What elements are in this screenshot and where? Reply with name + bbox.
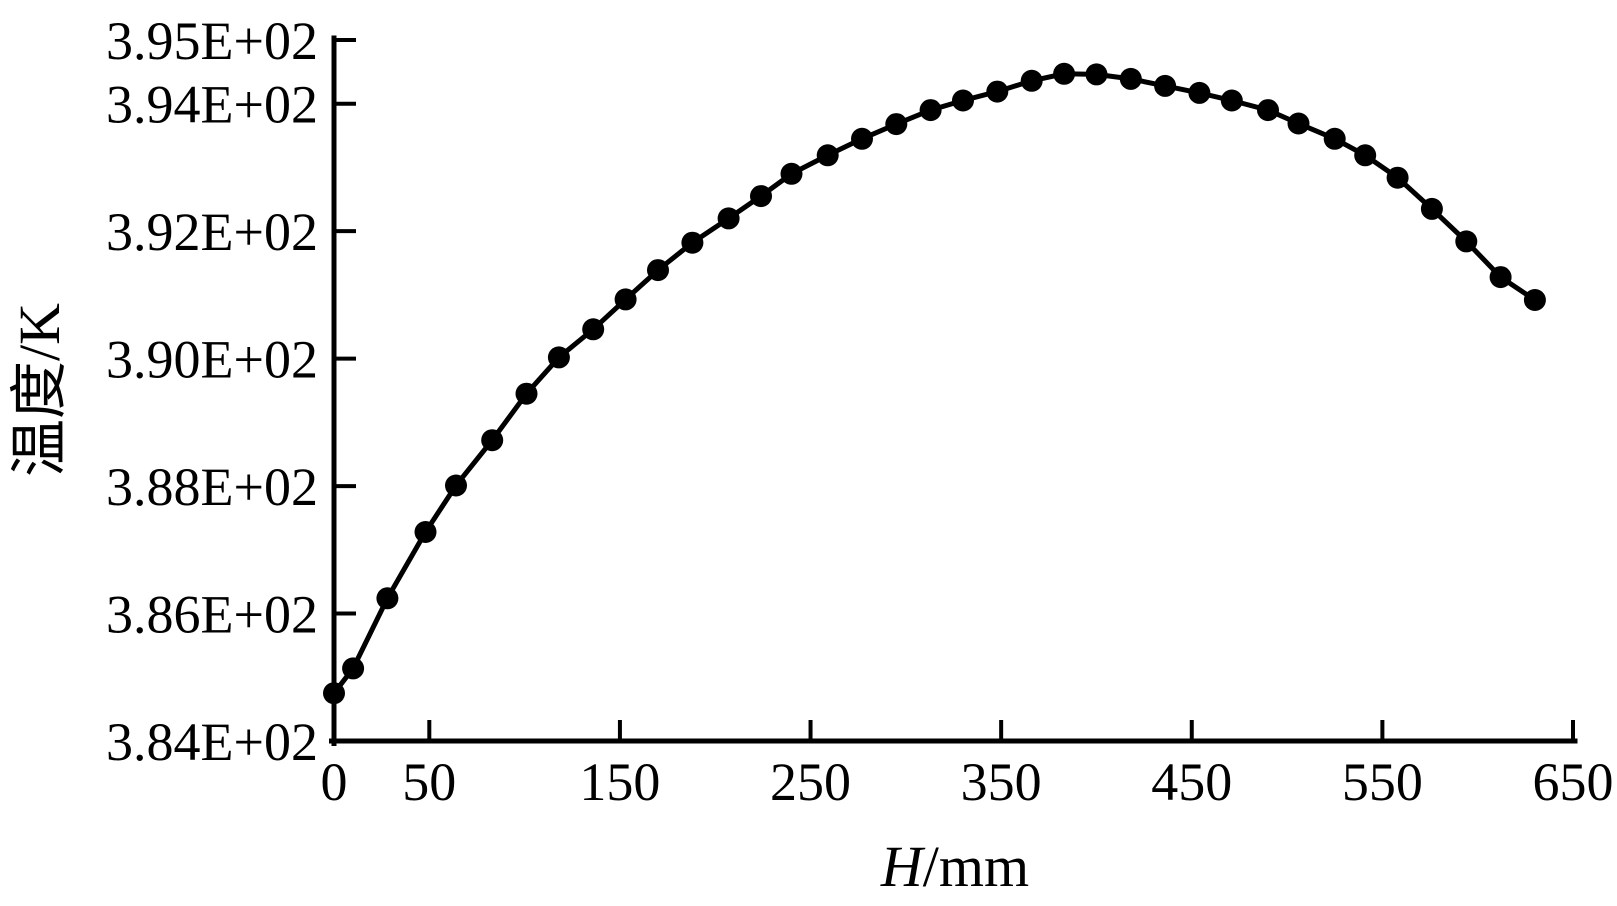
x-tick-label: 350 <box>961 752 1042 812</box>
data-point <box>780 162 803 185</box>
data-point <box>1489 266 1512 289</box>
data-point <box>582 318 605 341</box>
data-point <box>323 682 345 705</box>
data-point <box>647 259 669 282</box>
x-tick-label: 250 <box>770 752 851 812</box>
data-point <box>1386 166 1409 189</box>
x-tick-label: 650 <box>1533 752 1614 812</box>
series-line <box>332 71 1537 695</box>
data-point <box>885 113 908 136</box>
data-point <box>1420 197 1443 220</box>
x-tick-label: 150 <box>579 752 660 812</box>
data-point <box>952 89 974 112</box>
data-point <box>717 207 740 230</box>
data-point <box>547 346 570 369</box>
x-axis-title-unit: /mm <box>922 834 1030 899</box>
y-tick-label: 3.88E+02 <box>106 457 318 517</box>
data-point <box>919 99 942 122</box>
x-tick-label: 0 <box>321 752 348 812</box>
data-point <box>1085 63 1108 86</box>
data-point <box>1455 230 1478 253</box>
y-tick-label: 3.84E+02 <box>106 712 318 772</box>
x-axis-title: H/mm <box>881 838 1029 896</box>
data-point <box>1523 289 1546 311</box>
data-point <box>750 185 772 208</box>
data-point <box>515 382 538 405</box>
y-tick-label: 3.94E+02 <box>106 75 318 135</box>
x-axis-title-variable: H <box>880 834 923 899</box>
data-point <box>1323 127 1346 150</box>
x-tick-label: 550 <box>1342 752 1423 812</box>
data-point <box>1053 62 1076 85</box>
data-point <box>816 144 839 167</box>
data-point <box>986 80 1009 103</box>
y-axis-title: 温度/K <box>7 302 72 478</box>
data-point <box>414 521 437 543</box>
data-point <box>481 429 504 452</box>
data-point <box>445 474 467 497</box>
data-point <box>1188 81 1211 104</box>
data-point <box>376 587 399 610</box>
data-point <box>1020 69 1043 92</box>
data-point <box>614 288 637 311</box>
y-tick-label: 3.95E+02 <box>106 11 318 71</box>
data-point <box>681 231 704 254</box>
data-point <box>1154 74 1177 97</box>
y-tick-label: 3.92E+02 <box>106 202 318 262</box>
data-point <box>1220 89 1243 112</box>
y-tick-label: 3.90E+02 <box>106 330 318 390</box>
data-point <box>1119 67 1142 90</box>
data-point <box>342 657 365 680</box>
data-point <box>1257 99 1279 122</box>
data-point <box>851 127 873 150</box>
data-point <box>1354 144 1377 167</box>
x-tick-label: 50 <box>402 752 456 812</box>
data-point <box>1287 112 1310 135</box>
x-tick-label: 450 <box>1151 752 1232 812</box>
y-tick-label: 3.86E+02 <box>106 585 318 645</box>
